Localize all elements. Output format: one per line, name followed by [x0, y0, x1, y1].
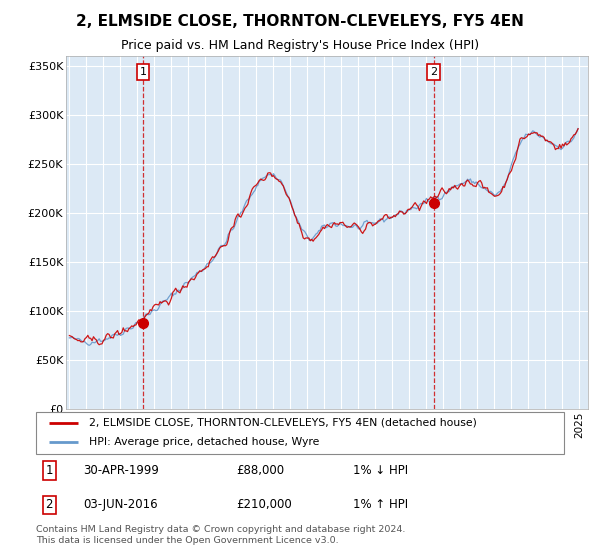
- FancyBboxPatch shape: [36, 412, 564, 454]
- Text: 1: 1: [140, 67, 146, 77]
- Text: 1% ↑ HPI: 1% ↑ HPI: [353, 498, 408, 511]
- Text: 03-JUN-2016: 03-JUN-2016: [83, 498, 158, 511]
- Text: 2: 2: [46, 498, 53, 511]
- Text: HPI: Average price, detached house, Wyre: HPI: Average price, detached house, Wyre: [89, 437, 319, 447]
- Text: 2: 2: [430, 67, 437, 77]
- Text: Price paid vs. HM Land Registry's House Price Index (HPI): Price paid vs. HM Land Registry's House …: [121, 39, 479, 52]
- Text: 2, ELMSIDE CLOSE, THORNTON-CLEVELEYS, FY5 4EN: 2, ELMSIDE CLOSE, THORNTON-CLEVELEYS, FY…: [76, 14, 524, 29]
- Text: Contains HM Land Registry data © Crown copyright and database right 2024.
This d: Contains HM Land Registry data © Crown c…: [36, 525, 406, 544]
- Text: 2, ELMSIDE CLOSE, THORNTON-CLEVELEYS, FY5 4EN (detached house): 2, ELMSIDE CLOSE, THORNTON-CLEVELEYS, FY…: [89, 418, 476, 428]
- Text: £210,000: £210,000: [236, 498, 292, 511]
- Text: £88,000: £88,000: [236, 464, 285, 477]
- Text: 1% ↓ HPI: 1% ↓ HPI: [353, 464, 408, 477]
- Text: 30-APR-1999: 30-APR-1999: [83, 464, 160, 477]
- Text: 1: 1: [46, 464, 53, 477]
